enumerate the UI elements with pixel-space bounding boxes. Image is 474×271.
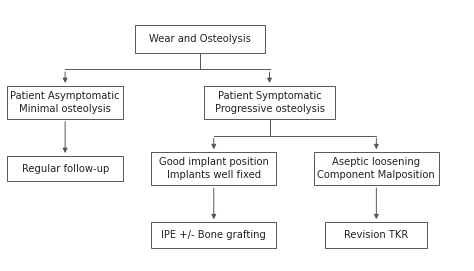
Text: Wear and Osteolysis: Wear and Osteolysis [149, 34, 251, 44]
FancyBboxPatch shape [7, 86, 123, 119]
FancyBboxPatch shape [204, 86, 335, 119]
FancyBboxPatch shape [151, 222, 276, 248]
Text: Good implant position
Implants well fixed: Good implant position Implants well fixe… [159, 157, 269, 180]
FancyBboxPatch shape [314, 152, 439, 185]
Text: Patient Asymptomatic
Minimal osteolysis: Patient Asymptomatic Minimal osteolysis [10, 91, 120, 114]
Text: Patient Symptomatic
Progressive osteolysis: Patient Symptomatic Progressive osteolys… [215, 91, 325, 114]
Text: Revision TKR: Revision TKR [344, 230, 409, 240]
Text: Aseptic loosening
Component Malposition: Aseptic loosening Component Malposition [318, 157, 435, 180]
FancyBboxPatch shape [7, 156, 123, 181]
FancyBboxPatch shape [151, 152, 276, 185]
FancyBboxPatch shape [135, 25, 265, 53]
Text: IPE +/- Bone grafting: IPE +/- Bone grafting [161, 230, 266, 240]
Text: Regular follow-up: Regular follow-up [21, 164, 109, 174]
FancyBboxPatch shape [325, 222, 428, 248]
